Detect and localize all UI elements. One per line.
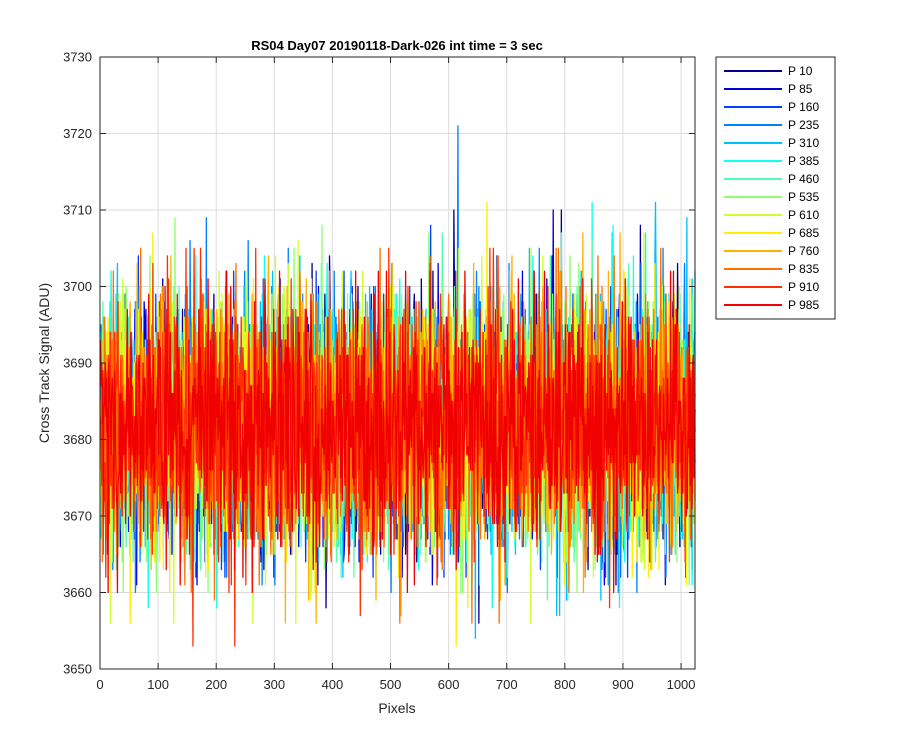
- legend-label: P 460: [788, 172, 819, 186]
- legend-label: P 910: [788, 280, 819, 294]
- x-axis-label: Pixels: [378, 700, 415, 716]
- x-tick-label: 1000: [667, 677, 696, 692]
- y-tick-label: 3660: [63, 585, 92, 600]
- series-line-p-985: [99, 270, 696, 594]
- ticks: 0 100 200 300 400 500 600 700 800 900 1000 3650 3660…: [63, 50, 695, 693]
- legend-label: P 610: [788, 208, 819, 222]
- legend-label: P 685: [788, 226, 819, 240]
- x-tick-label: 200: [205, 677, 227, 692]
- legend-label: P 160: [788, 100, 819, 114]
- series-group: [99, 125, 696, 647]
- legend-label: P 10: [788, 64, 813, 78]
- x-tick-label: 400: [322, 677, 344, 692]
- x-tick-label: 800: [554, 677, 576, 692]
- legend-label: P 385: [788, 154, 819, 168]
- y-tick-label: 3680: [63, 432, 92, 447]
- x-tick-label: 700: [496, 677, 518, 692]
- y-tick-label: 3690: [63, 356, 92, 371]
- x-tick-label: 0: [96, 677, 103, 692]
- y-tick-label: 3650: [63, 662, 92, 677]
- y-tick-label: 3730: [63, 50, 92, 65]
- x-tick-label: 100: [147, 677, 169, 692]
- legend-label: P 985: [788, 298, 819, 312]
- chart-title: RS04 Day07 20190118-Dark-026 int time = …: [251, 38, 543, 53]
- legend: P 10 P 85 P 160 P 235 P 310 P 385 P 460 P 535 P …: [715, 56, 836, 320]
- x-tick-label: 900: [612, 677, 634, 692]
- legend-label: P 760: [788, 244, 819, 258]
- x-tick-label: 300: [263, 677, 285, 692]
- legend-label: P 85: [788, 82, 813, 96]
- x-tick-label: 600: [438, 677, 460, 692]
- legend-box: [715, 56, 836, 320]
- y-tick-label: 3670: [63, 509, 92, 524]
- y-axis-label: Cross Track Signal (ADU): [36, 283, 52, 443]
- legend-label: P 535: [788, 190, 819, 204]
- legend-label: P 235: [788, 118, 819, 132]
- legend-label: P 310: [788, 136, 819, 150]
- y-tick-label: 3700: [63, 279, 92, 294]
- y-tick-label: 3720: [63, 126, 92, 141]
- x-tick-label: 500: [380, 677, 402, 692]
- legend-label: P 835: [788, 262, 819, 276]
- y-tick-label: 3710: [63, 203, 92, 218]
